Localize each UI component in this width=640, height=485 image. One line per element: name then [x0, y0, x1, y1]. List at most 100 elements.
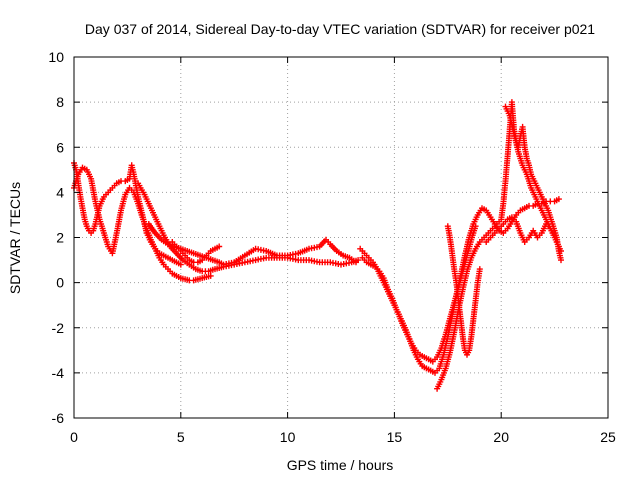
series-track-c: [135, 180, 362, 275]
data-point: [528, 164, 530, 167]
y-tick-labels: -6 -4 -2 0 2 4 6 8 10: [48, 49, 64, 426]
data-point: [175, 261, 178, 264]
data-point: [180, 263, 182, 266]
data-point: [145, 227, 148, 230]
data-point: [419, 354, 421, 356]
data-point: [218, 245, 220, 248]
data-point: [363, 252, 366, 255]
data-point: [133, 191, 135, 194]
data-point: [111, 252, 114, 255]
data-point: [128, 178, 131, 180]
data-point: [103, 196, 105, 198]
data-point: [532, 229, 534, 232]
data-point: [476, 214, 479, 216]
series-track-k: [483, 214, 558, 245]
data-point: [188, 259, 191, 261]
data-point: [511, 216, 513, 218]
data-point: [474, 225, 477, 227]
data-point: [254, 248, 257, 250]
data-point: [479, 268, 481, 270]
data-point: [175, 252, 178, 255]
x-tick-label: 15: [387, 429, 403, 445]
data-point: [519, 135, 522, 137]
data-point: [485, 241, 488, 243]
data-point: [494, 232, 496, 234]
data-point: [329, 243, 332, 246]
data-point: [468, 349, 471, 352]
x-tick-label: 10: [280, 429, 296, 445]
data-point: [489, 216, 492, 218]
data-point: [553, 200, 556, 203]
data-point: [523, 146, 526, 149]
data-point: [188, 279, 191, 282]
data-point: [115, 232, 118, 234]
data-point: [425, 367, 428, 370]
data-point: [541, 232, 543, 234]
series-track-g: [357, 223, 479, 365]
data-point: [276, 254, 278, 257]
data-point: [162, 254, 165, 257]
y-tick-label: 2: [56, 230, 64, 246]
data-point: [380, 277, 383, 279]
data-point: [143, 193, 146, 196]
data-point: [137, 202, 139, 205]
data-point: [81, 166, 84, 169]
data-point: [504, 180, 507, 182]
chart-title: Day 037 of 2014, Sidereal Day-to-day VTE…: [85, 21, 595, 37]
data-point: [124, 193, 127, 196]
data-markers: [359, 196, 562, 376]
data-point: [410, 342, 413, 345]
data-point: [485, 209, 488, 212]
data-point: [77, 173, 80, 176]
data-point: [124, 180, 127, 182]
data-point: [470, 336, 473, 338]
data-point: [214, 268, 216, 270]
data-point: [444, 333, 447, 336]
data-point: [521, 126, 524, 128]
data-point: [370, 263, 372, 266]
data-point: [120, 180, 122, 182]
data-point: [489, 236, 492, 239]
data-point: [513, 132, 515, 135]
data-point: [470, 239, 473, 241]
data-point: [175, 245, 178, 248]
data-point: [103, 232, 105, 234]
data-point: [135, 184, 137, 187]
data-point: [511, 220, 513, 223]
data-point: [244, 261, 246, 264]
data-point: [233, 261, 235, 264]
data-point: [389, 295, 391, 298]
data-point: [98, 218, 101, 221]
data-point: [543, 214, 545, 216]
data-point: [534, 182, 537, 185]
data-markers: [444, 223, 483, 358]
data-point: [538, 205, 541, 207]
data-point: [130, 164, 133, 167]
data-point: [180, 250, 182, 252]
data-point: [101, 200, 103, 203]
data-point: [201, 277, 203, 279]
data-point: [421, 365, 424, 367]
data-point: [107, 191, 109, 194]
data-point: [517, 151, 520, 153]
data-point: [167, 243, 169, 246]
data-point: [361, 257, 364, 259]
data-point: [171, 259, 174, 261]
data-point: [453, 331, 456, 334]
data-point: [432, 360, 434, 363]
data-point: [94, 223, 97, 225]
data-point: [453, 302, 456, 304]
data-point: [451, 252, 453, 255]
data-point: [192, 279, 195, 282]
data-point: [436, 356, 438, 358]
data-point: [357, 259, 359, 261]
data-point: [449, 236, 451, 239]
y-tick-label: -4: [52, 365, 65, 381]
series-track-d: [145, 221, 359, 268]
data-point: [158, 257, 161, 259]
data-point: [115, 182, 118, 185]
data-point: [329, 261, 332, 264]
data-point: [79, 196, 82, 198]
x-tick-label: 5: [177, 429, 185, 445]
